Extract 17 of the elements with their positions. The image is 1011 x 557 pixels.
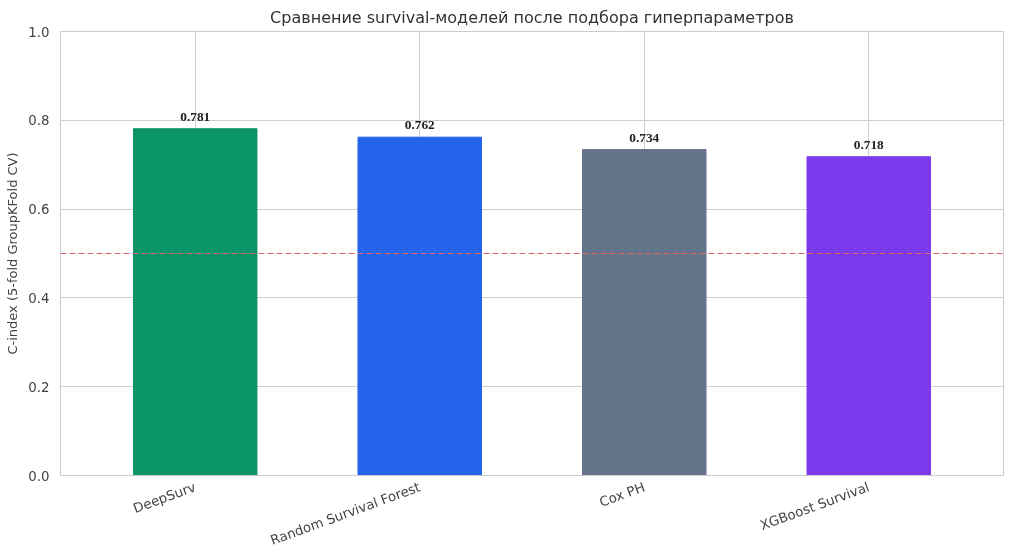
y-tick-label: 1.0	[28, 24, 50, 40]
y-axis-title: C-index (5-fold GroupKFold CV)	[5, 152, 21, 355]
bar	[582, 149, 707, 476]
data-label: 0.734	[629, 129, 660, 145]
data-label: 0.762	[404, 117, 436, 133]
y-tick-label: 0.4	[28, 290, 50, 306]
y-tick-label: 0.2	[28, 379, 50, 395]
chart-title: Сравнение survival-моделей после подбора гиперпараметров	[270, 7, 794, 27]
y-tick-label: 0.6	[28, 202, 50, 218]
y-tick-label: 0.0	[28, 468, 50, 484]
data-label: 0.718	[853, 136, 885, 152]
x-tick-label: Cox PH	[597, 479, 647, 510]
y-tick-label: 0.8	[28, 113, 50, 129]
bar	[806, 156, 932, 476]
data-label: 0.781	[180, 108, 211, 124]
bar	[132, 128, 258, 476]
bar	[357, 136, 482, 476]
